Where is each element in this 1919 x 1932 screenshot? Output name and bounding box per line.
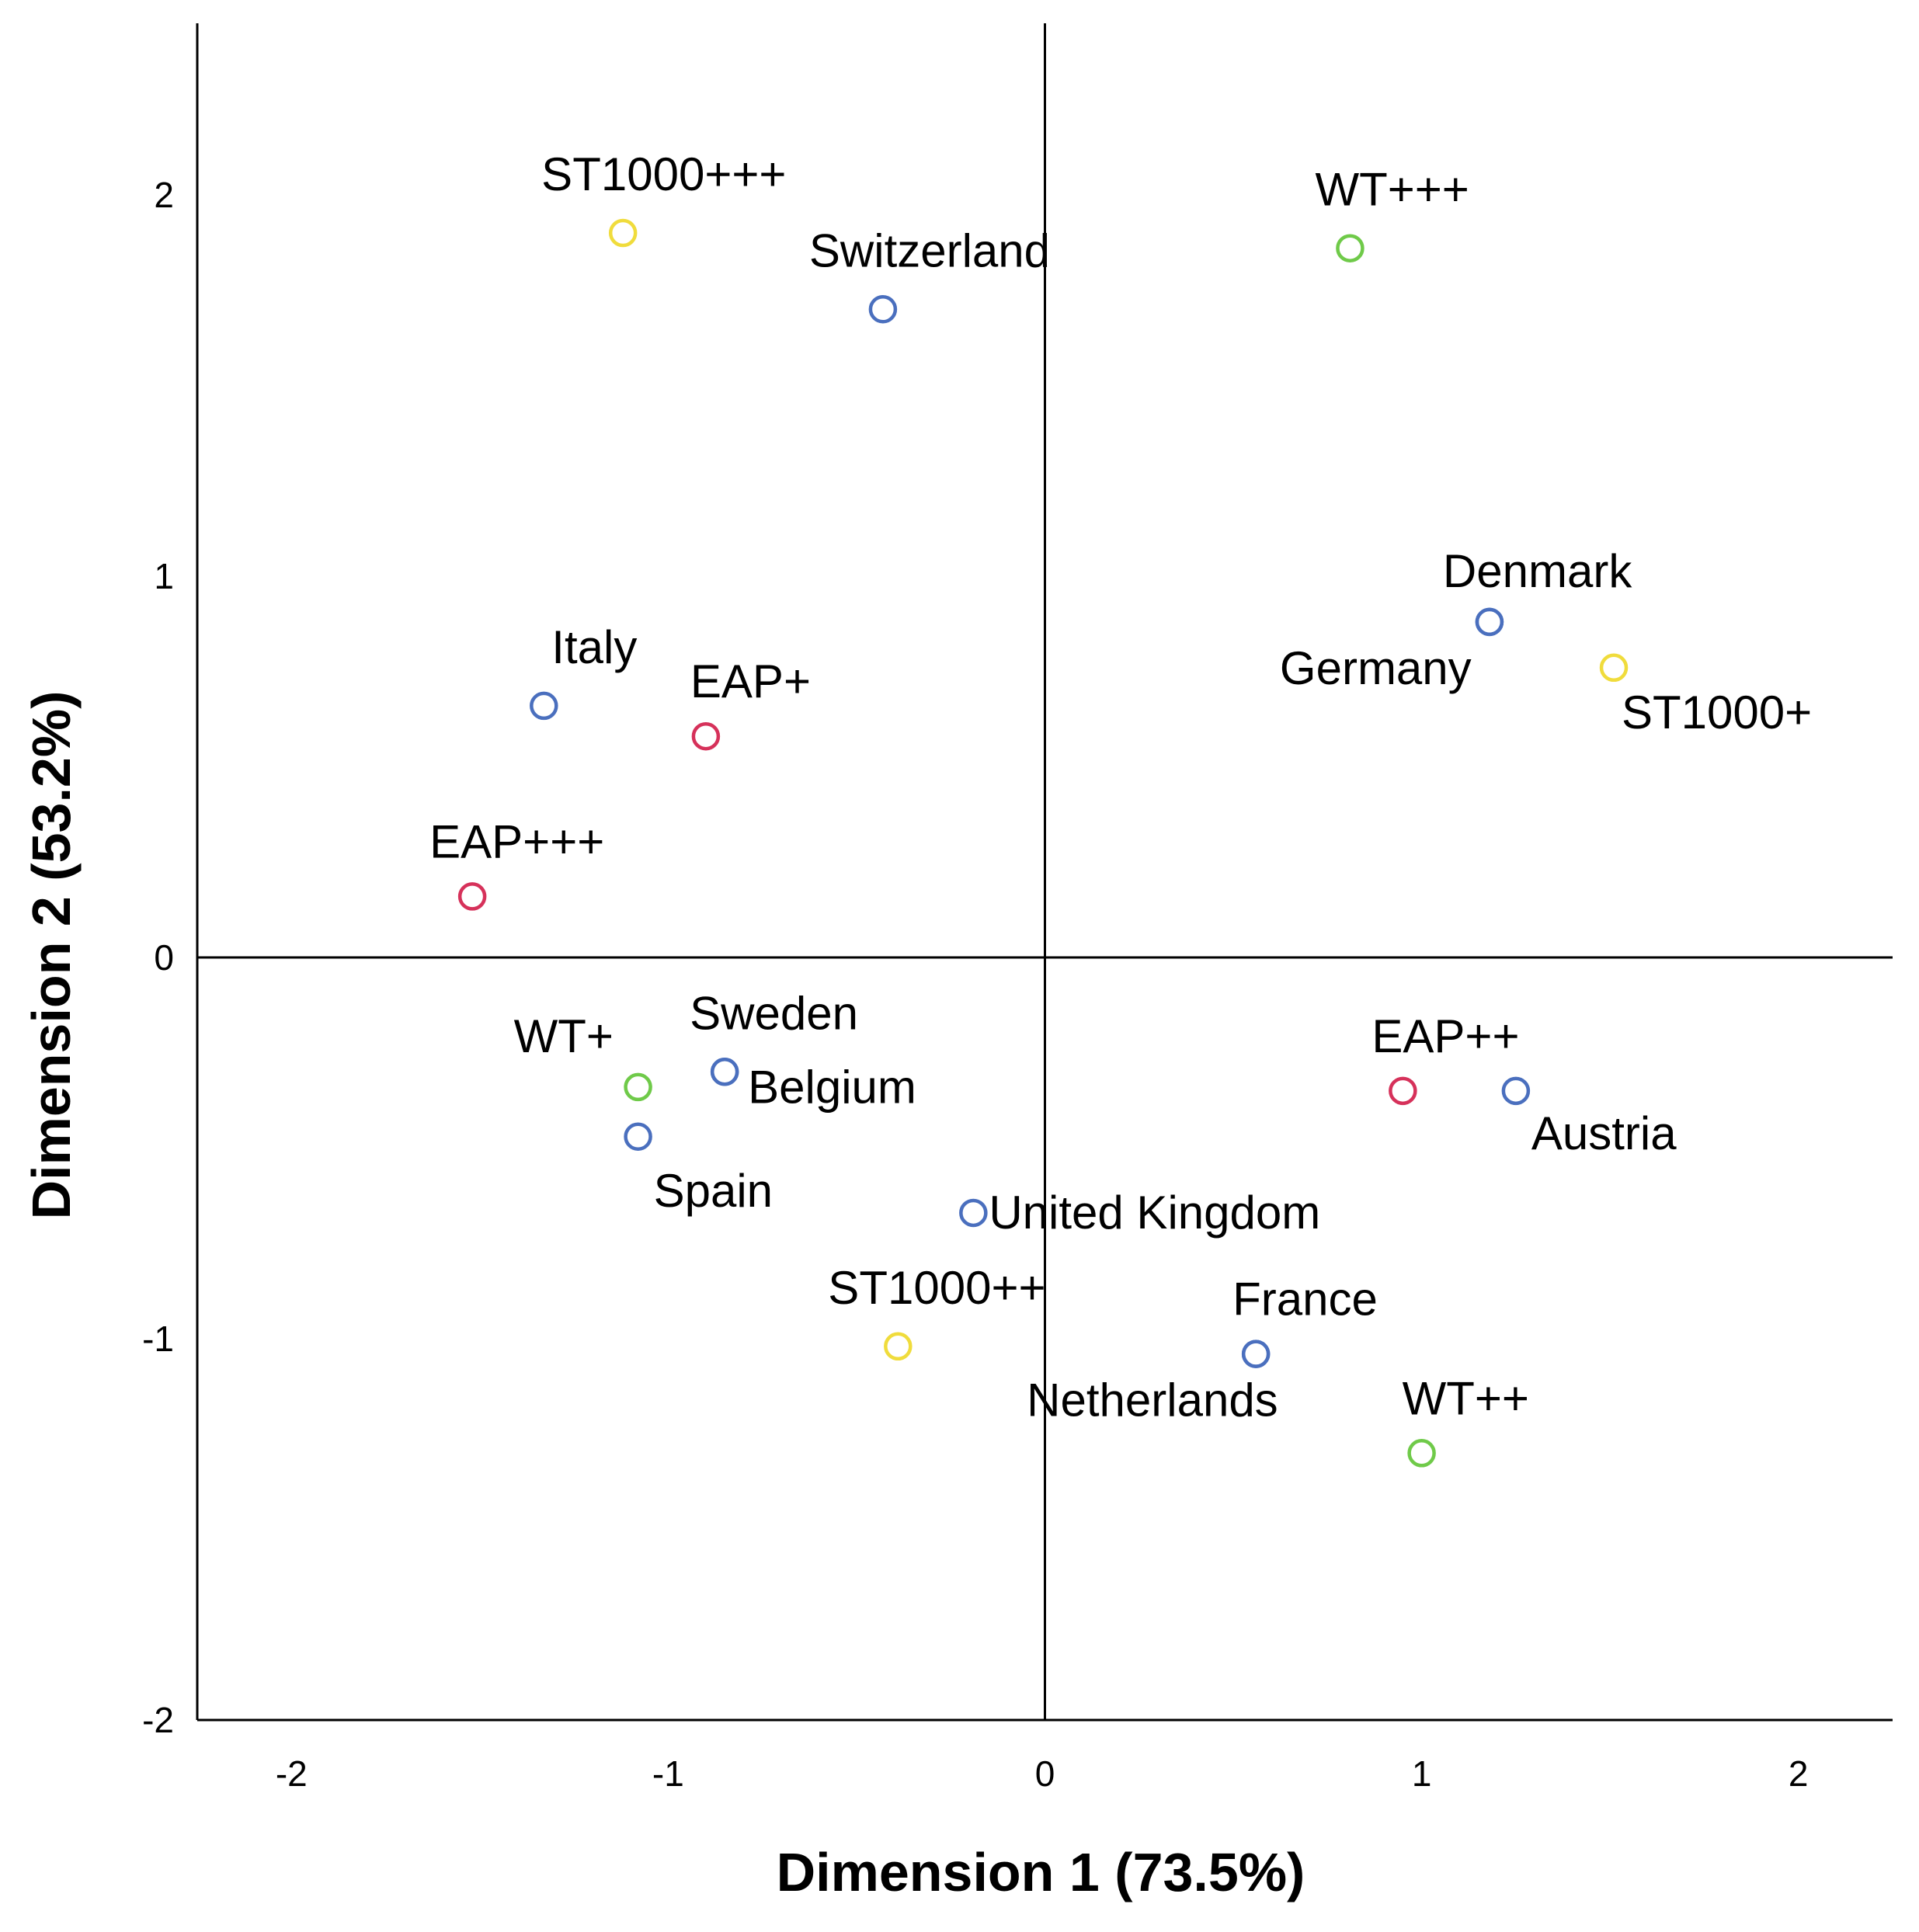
x-tick-label: 0 — [1035, 1753, 1055, 1794]
label-france: France — [1232, 1274, 1378, 1326]
label-denmark: Denmark — [1443, 545, 1632, 597]
point-wt- — [1336, 234, 1365, 262]
axes — [196, 23, 1893, 1722]
point-austria — [1501, 1076, 1531, 1106]
x-tick-label: -2 — [276, 1753, 308, 1794]
point-eap- — [691, 721, 721, 751]
label-switzerland: Switzerland — [809, 224, 1050, 276]
x-tick-label: 1 — [1412, 1753, 1432, 1794]
label-sweden: Sweden — [690, 987, 858, 1039]
label-st1000-: ST1000+ — [1622, 686, 1812, 738]
x-tick-label: 2 — [1789, 1753, 1809, 1794]
label-wt-: WT+++ — [1315, 164, 1469, 216]
point-labels: Switzerland Denmark Germany Italy Sweden Belg… — [429, 148, 1812, 1426]
data-points — [457, 218, 1629, 1468]
label-germany: Germany — [1280, 642, 1472, 694]
point-st1000- — [1599, 653, 1629, 683]
label-wt-: WT++ — [1403, 1372, 1529, 1424]
y-tick-label: -1 — [142, 1319, 174, 1359]
point-germany — [1475, 607, 1504, 637]
point-belgium — [710, 1058, 739, 1086]
label-eap-: EAP++ — [1371, 1010, 1519, 1062]
label-eap-: EAP+ — [690, 655, 811, 707]
label-belgium: Belgium — [748, 1061, 916, 1113]
y-tick-label: 0 — [154, 937, 174, 978]
y-tick-label: 2 — [154, 175, 174, 215]
point-united-kingdom — [959, 1198, 988, 1228]
point-switzerland — [868, 295, 898, 324]
point-st1000- — [608, 218, 638, 248]
label-wt-: WT+ — [514, 1010, 614, 1062]
label-netherlands: Netherlands — [1027, 1374, 1278, 1426]
tick-labels: -2 -1 0 1 2 2 1 0 -1 -2 — [142, 175, 1808, 1794]
label-st1000-: ST1000+++ — [541, 148, 786, 200]
x-axis-title: Dimension 1 (73.5%) — [777, 1842, 1305, 1902]
label-st1000-: ST1000++ — [828, 1262, 1045, 1314]
label-spain: Spain — [654, 1165, 773, 1217]
y-axis-title: Dimension 2 (53.2%) — [21, 691, 82, 1220]
point-wt- — [1407, 1439, 1436, 1468]
label-italy: Italy — [551, 621, 637, 673]
label-united-kingdom: United Kingdom — [989, 1187, 1320, 1239]
point-spain — [624, 1122, 652, 1152]
point-netherlands — [1241, 1340, 1271, 1368]
point-eap- — [1389, 1076, 1417, 1106]
point-wt- — [624, 1072, 652, 1102]
label-eap-: EAP+++ — [429, 815, 604, 867]
label-austria: Austria — [1531, 1107, 1677, 1159]
x-tick-label: -1 — [652, 1753, 684, 1794]
point-eap- — [457, 882, 487, 911]
y-tick-label: -2 — [142, 1700, 174, 1740]
point-st1000- — [884, 1332, 913, 1361]
y-tick-label: 1 — [154, 556, 174, 596]
point-italy — [530, 691, 558, 721]
